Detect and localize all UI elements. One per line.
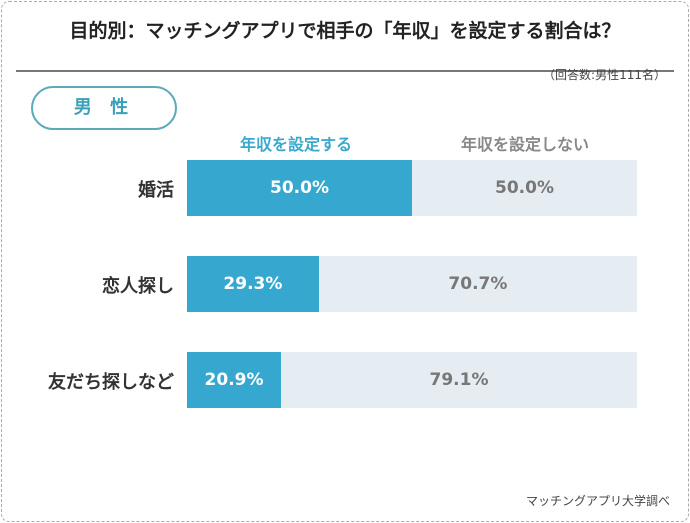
- bar-not-set: 20.9% 79.1%: [187, 352, 637, 408]
- legend-not-set: 年収を設定しない: [460, 135, 589, 154]
- bar-set: [187, 256, 319, 312]
- category-label: 婚活: [138, 180, 174, 201]
- chart-title: 目的別：マッチングアプリで相手の「年収」を設定する割合は？: [69, 20, 621, 42]
- value-label-not-set: 70.7%: [448, 274, 508, 294]
- title-divider: [16, 70, 674, 72]
- value-label-not-set: 50.0%: [495, 178, 554, 198]
- value-label-set: 20.9%: [204, 370, 264, 390]
- bar-set: [187, 352, 282, 408]
- respondent-note: （回答数:男性111名）: [543, 68, 666, 82]
- category-label: 友だち探しなど: [48, 372, 174, 393]
- value-label-set: 29.3%: [223, 274, 283, 294]
- source-note: マッチングアプリ大学調べ: [525, 494, 670, 508]
- category-label: 恋人探し: [102, 276, 174, 297]
- value-label-not-set: 79.1%: [429, 370, 489, 390]
- bar-set: [187, 160, 412, 216]
- group-badge: 男 性: [31, 86, 177, 130]
- legend-set: 年収を設定する: [239, 135, 352, 154]
- bar-not-set: 29.3% 70.7%: [187, 256, 637, 312]
- bar-not-set: 50.0% 50.0%: [187, 160, 637, 216]
- value-label-set: 50.0%: [270, 178, 329, 198]
